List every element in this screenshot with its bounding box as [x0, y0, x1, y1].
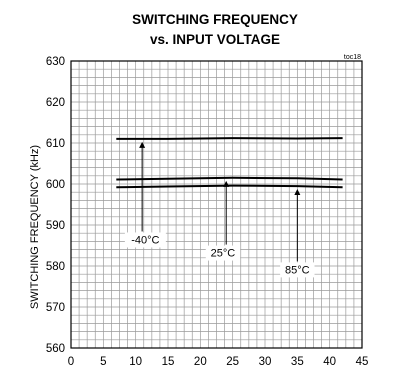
x-tick-label: 0 [68, 356, 74, 368]
x-tick-label: 20 [194, 356, 207, 368]
y-tick-label: 590 [46, 220, 65, 232]
x-tick-label: 40 [323, 356, 336, 368]
x-tick-label: 5 [100, 356, 106, 368]
annotation-arrowhead [223, 180, 230, 187]
x-tick-label: 45 [356, 356, 369, 368]
annotations: -40°C 25°C 85°C [124, 141, 315, 278]
x-tick-label: 10 [129, 356, 142, 368]
series-label: 85°C [285, 264, 310, 276]
annotation-bg [280, 262, 315, 278]
chart-title: SWITCHING FREQUENCY [132, 12, 298, 27]
y-tick-label: 610 [46, 138, 65, 150]
series-line [116, 137, 343, 140]
grid [71, 61, 362, 348]
plot-frame [70, 60, 363, 349]
series-label: 25°C [211, 248, 236, 260]
series-line [116, 184, 343, 189]
x-tick-label: 25 [226, 356, 239, 368]
y-tick-label: 620 [46, 97, 65, 109]
y-tick-label: 560 [46, 343, 65, 355]
tick-labels: 0 5 10 15 20 25 30 35 40 45 560 570 580 590 600 610 620 6… [46, 56, 369, 368]
annotation-bg [205, 245, 241, 261]
chart-subtitle: vs. INPUT VOLTAGE [150, 32, 280, 47]
x-tick-label: 30 [259, 356, 272, 368]
annotation-arrowhead [294, 189, 301, 196]
series-line [116, 176, 343, 181]
y-tick-label: 630 [46, 56, 65, 68]
x-tick-label: 35 [291, 356, 304, 368]
series-label: -40°C [131, 234, 159, 246]
y-tick-label: 600 [46, 179, 65, 191]
annotation-bg [124, 232, 166, 248]
annotation-arrowhead [139, 141, 146, 148]
x-tick-label: 15 [162, 356, 175, 368]
y-axis-label: SWITCHING FREQUENCY (kHz) [29, 145, 41, 309]
y-tick-label: 580 [46, 261, 65, 273]
chart-tag: toc18 [344, 54, 361, 61]
series-group [116, 137, 343, 189]
y-tick-label: 570 [46, 302, 65, 314]
